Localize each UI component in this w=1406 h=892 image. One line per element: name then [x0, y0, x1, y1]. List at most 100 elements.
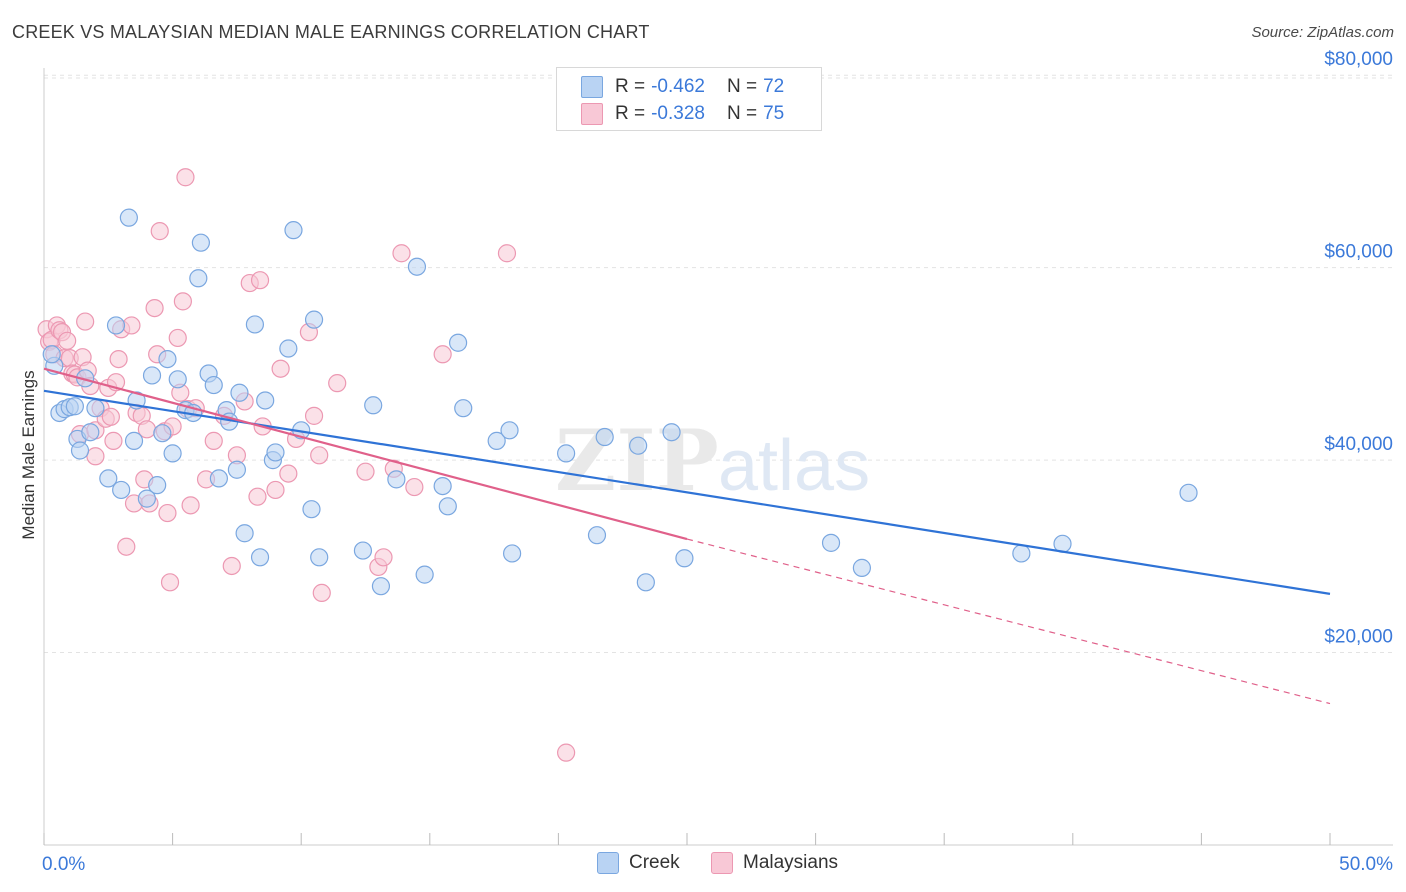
malaysians-point [222, 556, 241, 576]
axis-labels: $20,000 $40,000 $60,000 $80,000 0.0% 50.0% [42, 49, 1393, 875]
creek-point [1012, 544, 1031, 563]
creek-point [112, 480, 131, 500]
y-tick-label: $80,000 [1324, 49, 1393, 70]
malaysians-point [248, 487, 267, 506]
creek-point [191, 233, 210, 252]
malaysians-point [86, 447, 105, 466]
malaysians-point [405, 477, 424, 497]
creek-point [245, 315, 265, 334]
malaysians-point [266, 480, 285, 500]
creek-point [353, 541, 373, 560]
creek-point [168, 370, 187, 389]
creek-point [227, 460, 246, 479]
creek-point [284, 221, 303, 240]
creek-point [364, 396, 383, 415]
malaysians-point [158, 503, 177, 523]
creek-point [256, 391, 275, 410]
malaysians-point [122, 316, 141, 335]
creek-point [42, 345, 61, 364]
x-tick-label-max: 50.0% [1339, 854, 1393, 875]
malaysians-point [433, 345, 452, 364]
creek-r-label: R = [615, 76, 646, 97]
creek-point [557, 444, 576, 463]
creek-point [636, 573, 655, 592]
creek-point [204, 375, 223, 395]
creek-point [852, 558, 871, 577]
bottom-legend-creek: Creek [597, 852, 680, 874]
creek-point [86, 399, 105, 418]
grid-layer [44, 74, 1393, 654]
malaysians-trend-extension [686, 538, 1331, 705]
malaysians-point [150, 222, 169, 241]
axis-layer [43, 68, 1393, 846]
bottom-creek-swatch [597, 852, 619, 874]
malaysians-point [312, 583, 331, 603]
malaysians-point [176, 168, 195, 187]
creek-point [209, 469, 228, 488]
creek-point [415, 565, 434, 584]
malaysians-point [58, 331, 77, 350]
legend-box: R = -0.462 N = 72 R = -0.328 N = 75 [556, 67, 822, 131]
creek-point [153, 424, 172, 443]
source-label: Source: ZipAtlas.com [1251, 24, 1394, 41]
creek-swatch [581, 76, 603, 98]
creek-point [454, 399, 473, 418]
malaysians-n-value: 75 [763, 103, 785, 124]
creek-n-label: N = [726, 76, 758, 97]
watermark-zip: ZIP [555, 411, 719, 510]
creek-point [148, 476, 167, 495]
x-tick-label-min: 0.0% [42, 854, 85, 875]
y-tick-label: $60,000 [1324, 242, 1393, 263]
creek-point [371, 577, 391, 596]
malaysians-point [104, 431, 123, 450]
malaysians-point [204, 431, 223, 450]
creek-point [266, 443, 285, 462]
creek-point [629, 436, 648, 455]
malaysians-point [279, 464, 298, 483]
malaysians-n-label: N = [726, 103, 758, 124]
malaysians-point [76, 312, 95, 331]
bottom-malaysians-label: Malaysians [743, 852, 839, 873]
creek-points [42, 208, 1198, 596]
creek-point [142, 366, 162, 385]
creek-point [106, 316, 126, 335]
creek-point [433, 477, 452, 496]
creek-point [137, 489, 156, 508]
malaysians-point [181, 496, 200, 515]
malaysians-point [145, 298, 164, 318]
watermark: ZIP atlas [555, 411, 870, 510]
creek-point [302, 500, 321, 519]
creek-point [235, 524, 254, 543]
malaysians-r-value: -0.328 [651, 103, 705, 124]
malaysians-point [271, 359, 290, 378]
creek-point [158, 349, 177, 369]
malaysians-point [173, 292, 192, 311]
creek-point [304, 310, 324, 329]
creek-point [595, 427, 614, 447]
malaysians-point [109, 349, 128, 369]
malaysians-point [392, 244, 411, 263]
malaysians-point [374, 548, 393, 567]
legend-row-malaysians: R = -0.328 N = 75 [581, 103, 784, 125]
creek-point [310, 548, 329, 567]
malaysians-point [557, 743, 576, 762]
creek-point [99, 469, 118, 488]
malaysians-point [250, 271, 270, 290]
trend-lines [43, 367, 1331, 705]
creek-point [487, 431, 506, 450]
y-tick-label: $20,000 [1324, 627, 1393, 648]
bottom-malaysians-swatch [711, 852, 733, 874]
creek-point [500, 421, 519, 440]
malaysians-swatch [581, 103, 603, 125]
malaysians-points [37, 168, 576, 762]
watermark-atlas: atlas [718, 426, 870, 506]
creek-point [81, 423, 100, 442]
creek-point [821, 533, 841, 552]
malaysians-point [168, 328, 187, 348]
creek-n-value: 72 [763, 76, 785, 97]
malaysians-r-label: R = [615, 103, 646, 124]
malaysians-point [356, 462, 375, 481]
creek-point [124, 431, 144, 450]
creek-point [675, 549, 694, 568]
